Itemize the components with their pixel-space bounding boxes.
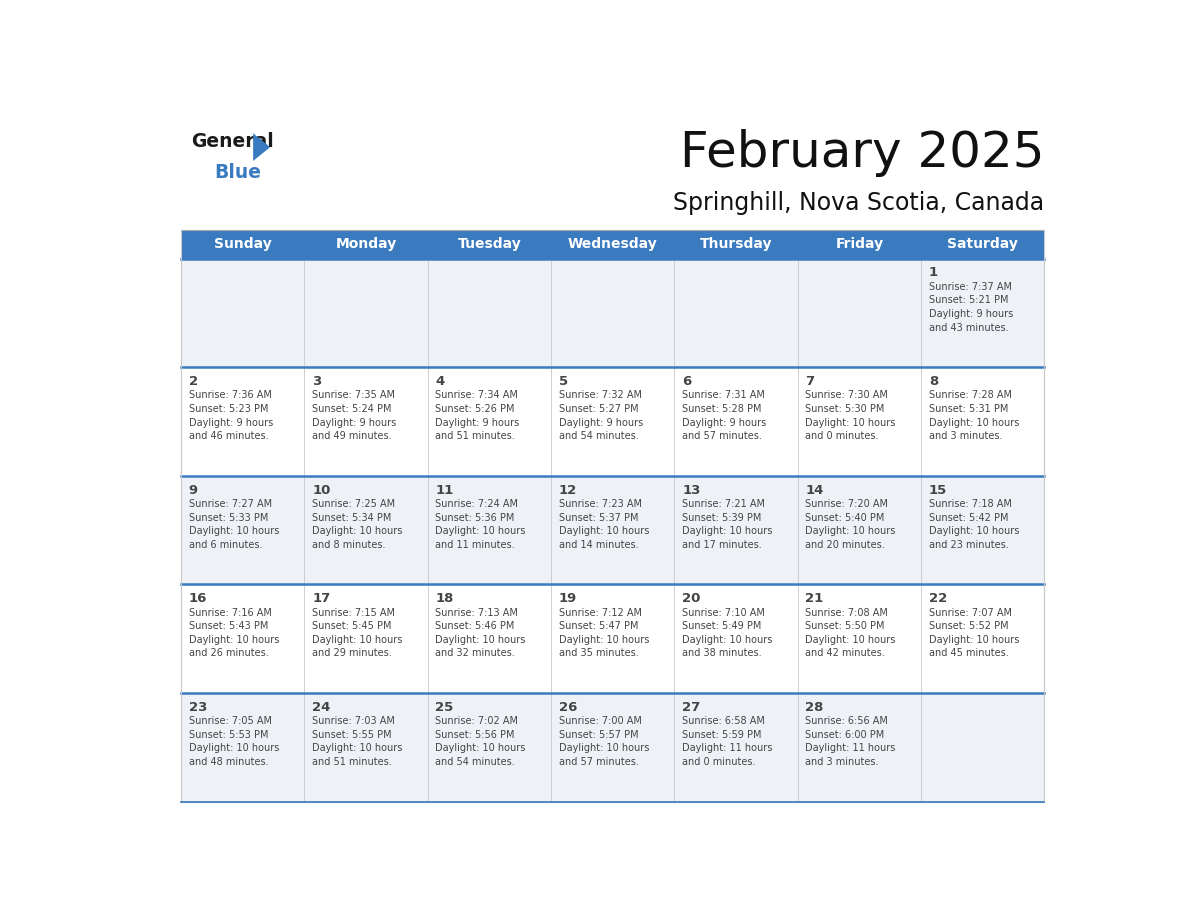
Text: Sunrise: 7:08 AM
Sunset: 5:50 PM
Daylight: 10 hours
and 42 minutes.: Sunrise: 7:08 AM Sunset: 5:50 PM Dayligh… bbox=[805, 608, 896, 658]
Text: Sunrise: 7:02 AM
Sunset: 5:56 PM
Daylight: 10 hours
and 54 minutes.: Sunrise: 7:02 AM Sunset: 5:56 PM Dayligh… bbox=[436, 716, 526, 767]
Bar bbox=[181, 367, 1044, 476]
Text: Sunrise: 7:30 AM
Sunset: 5:30 PM
Daylight: 10 hours
and 0 minutes.: Sunrise: 7:30 AM Sunset: 5:30 PM Dayligh… bbox=[805, 390, 896, 442]
Text: 23: 23 bbox=[189, 700, 207, 714]
Text: Sunrise: 7:13 AM
Sunset: 5:46 PM
Daylight: 10 hours
and 32 minutes.: Sunrise: 7:13 AM Sunset: 5:46 PM Dayligh… bbox=[436, 608, 526, 658]
Text: Sunrise: 7:27 AM
Sunset: 5:33 PM
Daylight: 10 hours
and 6 minutes.: Sunrise: 7:27 AM Sunset: 5:33 PM Dayligh… bbox=[189, 499, 279, 550]
Text: 15: 15 bbox=[929, 484, 947, 497]
Text: 18: 18 bbox=[436, 592, 454, 605]
Text: Sunrise: 7:05 AM
Sunset: 5:53 PM
Daylight: 10 hours
and 48 minutes.: Sunrise: 7:05 AM Sunset: 5:53 PM Dayligh… bbox=[189, 716, 279, 767]
Text: Sunrise: 6:56 AM
Sunset: 6:00 PM
Daylight: 11 hours
and 3 minutes.: Sunrise: 6:56 AM Sunset: 6:00 PM Dayligh… bbox=[805, 716, 896, 767]
Bar bbox=[181, 230, 1044, 259]
Text: Blue: Blue bbox=[214, 162, 261, 182]
Text: Sunrise: 7:00 AM
Sunset: 5:57 PM
Daylight: 10 hours
and 57 minutes.: Sunrise: 7:00 AM Sunset: 5:57 PM Dayligh… bbox=[558, 716, 649, 767]
Text: Sunrise: 7:16 AM
Sunset: 5:43 PM
Daylight: 10 hours
and 26 minutes.: Sunrise: 7:16 AM Sunset: 5:43 PM Dayligh… bbox=[189, 608, 279, 658]
Text: February 2025: February 2025 bbox=[680, 129, 1044, 177]
Text: 6: 6 bbox=[682, 375, 691, 388]
Text: 2: 2 bbox=[189, 375, 198, 388]
Text: Sunrise: 7:35 AM
Sunset: 5:24 PM
Daylight: 9 hours
and 49 minutes.: Sunrise: 7:35 AM Sunset: 5:24 PM Dayligh… bbox=[312, 390, 397, 442]
Text: 27: 27 bbox=[682, 700, 701, 714]
Text: Sunrise: 7:21 AM
Sunset: 5:39 PM
Daylight: 10 hours
and 17 minutes.: Sunrise: 7:21 AM Sunset: 5:39 PM Dayligh… bbox=[682, 499, 772, 550]
Text: 13: 13 bbox=[682, 484, 701, 497]
Text: 16: 16 bbox=[189, 592, 207, 605]
Text: Sunrise: 7:10 AM
Sunset: 5:49 PM
Daylight: 10 hours
and 38 minutes.: Sunrise: 7:10 AM Sunset: 5:49 PM Dayligh… bbox=[682, 608, 772, 658]
Text: Sunrise: 7:23 AM
Sunset: 5:37 PM
Daylight: 10 hours
and 14 minutes.: Sunrise: 7:23 AM Sunset: 5:37 PM Dayligh… bbox=[558, 499, 649, 550]
Text: Sunrise: 7:37 AM
Sunset: 5:21 PM
Daylight: 9 hours
and 43 minutes.: Sunrise: 7:37 AM Sunset: 5:21 PM Dayligh… bbox=[929, 282, 1013, 332]
Text: Wednesday: Wednesday bbox=[568, 237, 658, 252]
Text: 22: 22 bbox=[929, 592, 947, 605]
Text: Sunrise: 7:32 AM
Sunset: 5:27 PM
Daylight: 9 hours
and 54 minutes.: Sunrise: 7:32 AM Sunset: 5:27 PM Dayligh… bbox=[558, 390, 643, 442]
Text: Sunrise: 7:25 AM
Sunset: 5:34 PM
Daylight: 10 hours
and 8 minutes.: Sunrise: 7:25 AM Sunset: 5:34 PM Dayligh… bbox=[312, 499, 403, 550]
Text: 5: 5 bbox=[558, 375, 568, 388]
Text: 19: 19 bbox=[558, 592, 577, 605]
Text: Sunrise: 7:36 AM
Sunset: 5:23 PM
Daylight: 9 hours
and 46 minutes.: Sunrise: 7:36 AM Sunset: 5:23 PM Dayligh… bbox=[189, 390, 273, 442]
Text: Sunrise: 7:15 AM
Sunset: 5:45 PM
Daylight: 10 hours
and 29 minutes.: Sunrise: 7:15 AM Sunset: 5:45 PM Dayligh… bbox=[312, 608, 403, 658]
Text: Saturday: Saturday bbox=[947, 237, 1018, 252]
Text: 14: 14 bbox=[805, 484, 823, 497]
Bar bbox=[181, 476, 1044, 585]
Text: Tuesday: Tuesday bbox=[457, 237, 522, 252]
Text: 7: 7 bbox=[805, 375, 815, 388]
Text: 21: 21 bbox=[805, 592, 823, 605]
Text: Friday: Friday bbox=[835, 237, 884, 252]
Text: 3: 3 bbox=[312, 375, 322, 388]
Text: 12: 12 bbox=[558, 484, 577, 497]
Text: Sunrise: 7:20 AM
Sunset: 5:40 PM
Daylight: 10 hours
and 20 minutes.: Sunrise: 7:20 AM Sunset: 5:40 PM Dayligh… bbox=[805, 499, 896, 550]
Text: 1: 1 bbox=[929, 266, 939, 279]
Text: General: General bbox=[191, 131, 274, 151]
Text: Monday: Monday bbox=[335, 237, 397, 252]
Text: Sunrise: 7:24 AM
Sunset: 5:36 PM
Daylight: 10 hours
and 11 minutes.: Sunrise: 7:24 AM Sunset: 5:36 PM Dayligh… bbox=[436, 499, 526, 550]
Text: Sunrise: 7:07 AM
Sunset: 5:52 PM
Daylight: 10 hours
and 45 minutes.: Sunrise: 7:07 AM Sunset: 5:52 PM Dayligh… bbox=[929, 608, 1019, 658]
Text: Sunrise: 7:03 AM
Sunset: 5:55 PM
Daylight: 10 hours
and 51 minutes.: Sunrise: 7:03 AM Sunset: 5:55 PM Dayligh… bbox=[312, 716, 403, 767]
Bar bbox=[181, 259, 1044, 367]
Text: Sunday: Sunday bbox=[214, 237, 272, 252]
Bar bbox=[181, 585, 1044, 693]
Text: 11: 11 bbox=[436, 484, 454, 497]
Bar bbox=[181, 693, 1044, 801]
Text: 20: 20 bbox=[682, 592, 701, 605]
Text: Sunrise: 6:58 AM
Sunset: 5:59 PM
Daylight: 11 hours
and 0 minutes.: Sunrise: 6:58 AM Sunset: 5:59 PM Dayligh… bbox=[682, 716, 772, 767]
Text: 24: 24 bbox=[312, 700, 330, 714]
Text: Sunrise: 7:12 AM
Sunset: 5:47 PM
Daylight: 10 hours
and 35 minutes.: Sunrise: 7:12 AM Sunset: 5:47 PM Dayligh… bbox=[558, 608, 649, 658]
Text: Springhill, Nova Scotia, Canada: Springhill, Nova Scotia, Canada bbox=[674, 191, 1044, 215]
Text: 28: 28 bbox=[805, 700, 823, 714]
Text: 10: 10 bbox=[312, 484, 330, 497]
Text: 26: 26 bbox=[558, 700, 577, 714]
Text: Sunrise: 7:31 AM
Sunset: 5:28 PM
Daylight: 9 hours
and 57 minutes.: Sunrise: 7:31 AM Sunset: 5:28 PM Dayligh… bbox=[682, 390, 766, 442]
Text: 8: 8 bbox=[929, 375, 939, 388]
Text: Sunrise: 7:28 AM
Sunset: 5:31 PM
Daylight: 10 hours
and 3 minutes.: Sunrise: 7:28 AM Sunset: 5:31 PM Dayligh… bbox=[929, 390, 1019, 442]
Text: 9: 9 bbox=[189, 484, 198, 497]
Text: Sunrise: 7:34 AM
Sunset: 5:26 PM
Daylight: 9 hours
and 51 minutes.: Sunrise: 7:34 AM Sunset: 5:26 PM Dayligh… bbox=[436, 390, 519, 442]
Polygon shape bbox=[253, 133, 270, 161]
Text: 17: 17 bbox=[312, 592, 330, 605]
Text: 4: 4 bbox=[436, 375, 444, 388]
Text: Sunrise: 7:18 AM
Sunset: 5:42 PM
Daylight: 10 hours
and 23 minutes.: Sunrise: 7:18 AM Sunset: 5:42 PM Dayligh… bbox=[929, 499, 1019, 550]
Text: Thursday: Thursday bbox=[700, 237, 772, 252]
Text: 25: 25 bbox=[436, 700, 454, 714]
